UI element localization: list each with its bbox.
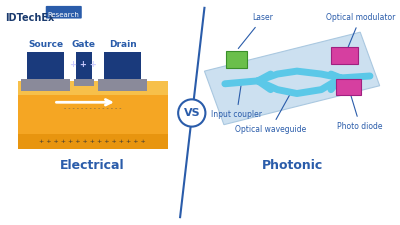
FancyBboxPatch shape [46,6,82,18]
FancyBboxPatch shape [18,134,168,149]
Text: Input coupler: Input coupler [211,86,262,119]
Text: + + + + + + + + + + + + + + +: + + + + + + + + + + + + + + + [39,139,146,144]
Text: + + +: + + + [70,60,97,69]
FancyBboxPatch shape [18,81,168,95]
FancyBboxPatch shape [336,79,361,95]
Circle shape [178,99,206,127]
Text: Laser: Laser [238,14,273,49]
Text: Research: Research [47,12,79,18]
Text: Gate: Gate [72,40,96,49]
FancyBboxPatch shape [22,79,70,91]
FancyBboxPatch shape [104,52,141,81]
FancyBboxPatch shape [98,79,147,91]
Polygon shape [204,32,380,125]
FancyBboxPatch shape [18,81,168,149]
Text: Optical waveguide: Optical waveguide [235,93,306,134]
FancyBboxPatch shape [74,79,94,86]
Text: Source: Source [28,40,63,49]
Text: IDTechEx: IDTechEx [5,13,54,23]
Text: VS: VS [184,108,200,118]
FancyBboxPatch shape [331,47,358,64]
Text: Electrical: Electrical [60,159,125,172]
FancyBboxPatch shape [76,52,92,81]
Text: Photo diode: Photo diode [338,90,383,131]
Text: Optical modulator: Optical modulator [326,14,395,53]
Text: Photonic: Photonic [262,159,323,172]
Text: Drain: Drain [109,40,136,49]
FancyBboxPatch shape [27,52,64,81]
Text: - - - - - - - - - - - - - -: - - - - - - - - - - - - - - [64,106,121,111]
FancyBboxPatch shape [226,51,247,68]
